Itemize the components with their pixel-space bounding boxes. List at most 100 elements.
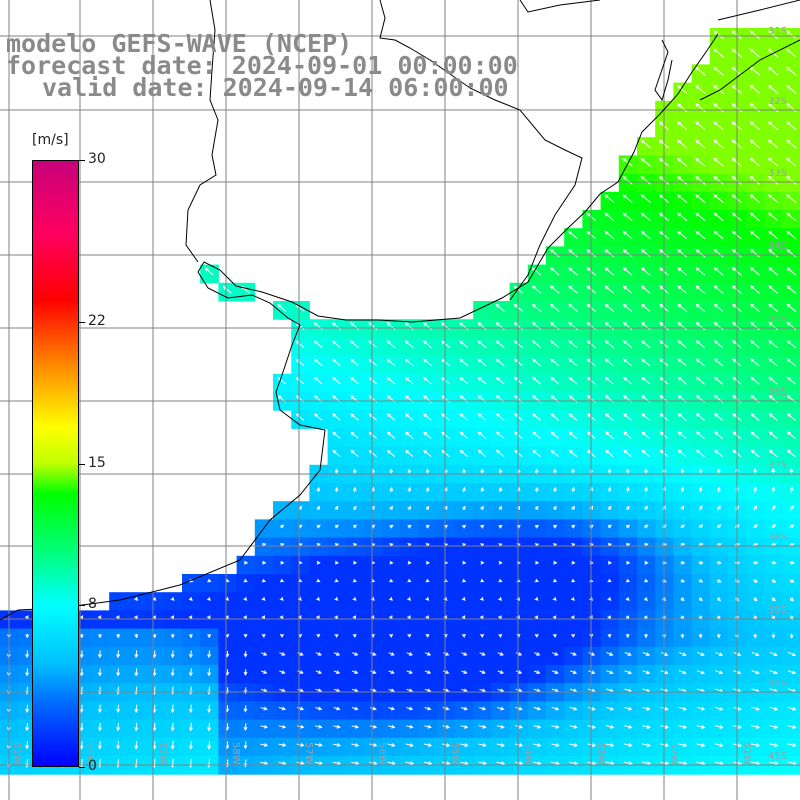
wind-arrow [680, 597, 685, 602]
wind-arrow [313, 377, 323, 385]
latitude-label: 37S [768, 460, 787, 471]
wind-arrow [332, 413, 341, 421]
wind-speed-cell [527, 301, 547, 320]
wind-speed-cell [473, 701, 492, 721]
colorbar [32, 160, 79, 767]
wind-speed-cell [691, 319, 711, 338]
wind-arrow [188, 596, 193, 601]
wind-arrow [477, 358, 487, 367]
wind-speed-cell [691, 355, 711, 375]
wind-arrow [749, 121, 761, 131]
wind-arrow [789, 597, 794, 602]
wind-speed-cell [491, 628, 511, 648]
wind-arrow [677, 194, 688, 203]
wind-arrow [514, 431, 523, 439]
wind-speed-cell [473, 501, 492, 520]
wind-speed-cell [673, 173, 693, 193]
wind-arrow [441, 376, 450, 385]
wind-speed-cell [709, 355, 729, 375]
wind-arrow [279, 670, 286, 674]
wind-speed-cell [491, 646, 511, 666]
wind-arrow [695, 376, 705, 385]
wind-speed-cell [673, 337, 693, 357]
wind-arrow [425, 486, 430, 493]
wind-speed-cell [546, 428, 565, 448]
wind-speed-cell [491, 610, 511, 630]
wind-arrow [316, 596, 321, 601]
wind-speed-cell [382, 446, 401, 466]
wind-speed-cell [673, 574, 693, 593]
wind-speed-cell [764, 64, 784, 84]
wind-speed-cell [327, 683, 347, 702]
wind-speed-cell [764, 665, 784, 684]
wind-arrow [534, 652, 541, 656]
wind-speed-cell [655, 119, 674, 138]
wind-arrow [495, 431, 505, 439]
wind-speed-cell [364, 483, 383, 502]
wind-speed-cell [637, 428, 656, 448]
wind-speed-cell [473, 410, 492, 429]
wind-arrow [278, 706, 287, 711]
wind-speed-cell [509, 319, 529, 338]
wind-speed-cell [782, 355, 800, 375]
wind-arrow [206, 596, 211, 601]
wind-speed-cell [655, 373, 674, 393]
wind-speed-cell [254, 719, 274, 739]
wind-speed-cell [564, 519, 583, 539]
wind-speed-cell [400, 610, 420, 630]
wind-speed-cell [582, 446, 602, 466]
wind-speed-cell [673, 537, 693, 557]
colorbar-tick-label: 22 [88, 312, 106, 329]
wind-speed-cell [436, 337, 456, 357]
wind-arrow [532, 431, 541, 439]
wind-arrow [479, 596, 484, 601]
wind-arrow [442, 761, 451, 766]
wind-arrow [534, 578, 539, 583]
wind-arrow [25, 722, 30, 732]
wind-speed-cell [582, 592, 602, 611]
wind-arrow [79, 633, 84, 639]
wind-speed-cell [673, 737, 693, 757]
wind-speed-cell [582, 537, 602, 557]
wind-speed-cell [782, 82, 800, 102]
wind-arrow [387, 761, 396, 766]
wind-arrow [677, 230, 688, 240]
wind-arrow [604, 431, 614, 439]
wind-arrow [751, 670, 760, 675]
wind-arrow [714, 376, 724, 385]
wind-speed-cell [309, 483, 329, 502]
wind-speed-cell [637, 501, 656, 520]
wind-arrow [715, 670, 724, 675]
wind-speed-cell [637, 555, 656, 575]
wind-speed-cell [673, 373, 693, 393]
wind-speed-cell [764, 610, 784, 630]
wind-speed-cell [473, 428, 492, 448]
wind-speed-cell [273, 610, 292, 630]
colorbar-tick-label: 8 [88, 596, 97, 613]
wind-arrow [243, 705, 248, 713]
wind-arrow [407, 560, 412, 565]
wind-arrow [406, 706, 414, 711]
wind-speed-cell [764, 282, 784, 302]
wind-speed-cell [782, 319, 800, 338]
wind-speed-cell [782, 46, 800, 65]
wind-speed-cell [709, 646, 729, 666]
wind-speed-cell [691, 337, 711, 357]
wind-speed-cell [618, 574, 638, 593]
wind-speed-cell [527, 446, 547, 466]
wind-speed-cell [309, 683, 329, 702]
wind-arrow [461, 652, 468, 656]
wind-arrow [170, 722, 175, 732]
wind-arrow [207, 650, 212, 659]
wind-arrow [368, 376, 378, 385]
wind-arrow [425, 560, 430, 565]
wind-speed-cell [546, 446, 565, 466]
wind-speed-cell [618, 665, 638, 684]
wind-speed-cell [655, 355, 674, 375]
wind-arrow [695, 249, 706, 258]
wind-speed-cell [291, 555, 310, 575]
wind-arrow [786, 303, 797, 312]
wind-speed-cell [364, 628, 383, 648]
wind-arrow [677, 376, 687, 385]
